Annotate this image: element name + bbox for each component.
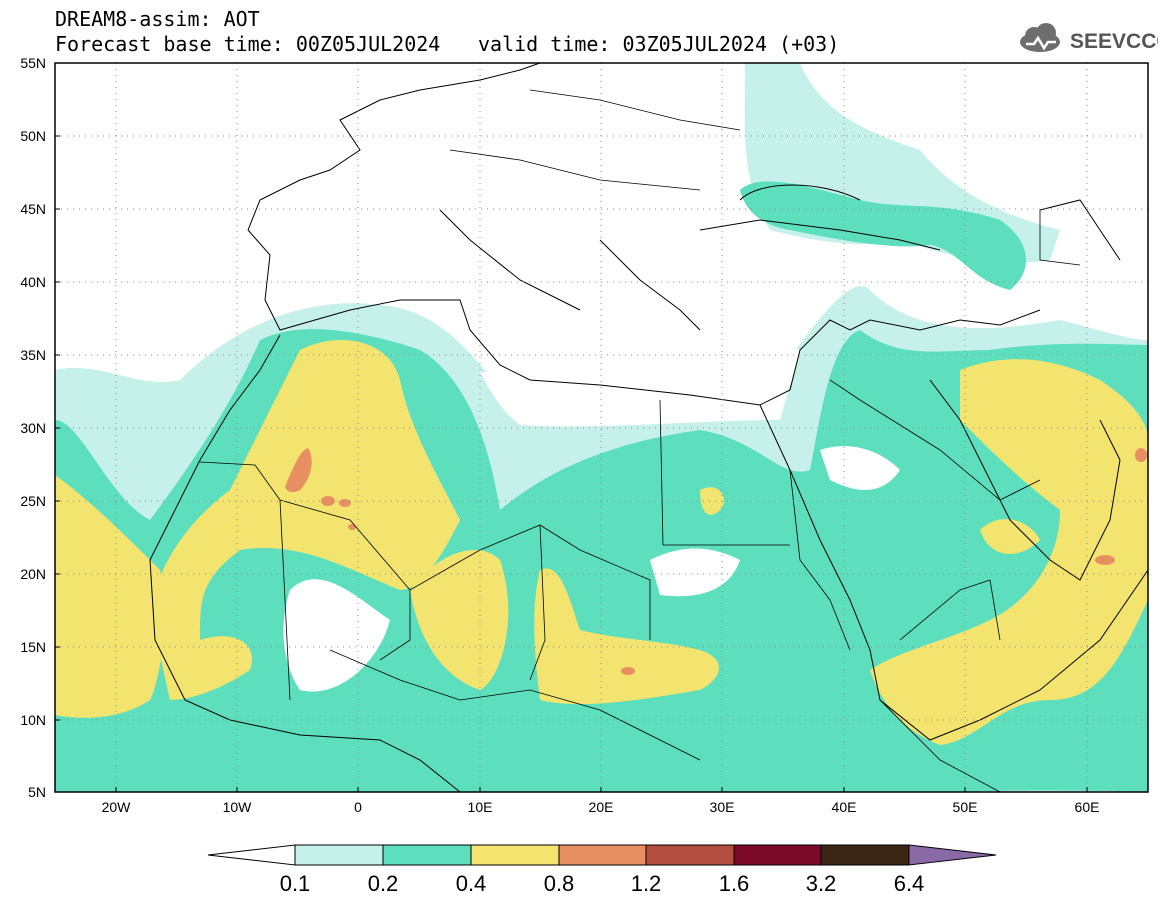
lat-label: 55N <box>20 55 46 71</box>
lon-label: 30E <box>710 799 735 815</box>
colorbar-label: 0.4 <box>456 871 487 896</box>
lon-label: 20E <box>589 799 614 815</box>
colorbar-segment <box>645 844 735 866</box>
longitude-labels: 20W 10W 0 10E 20E 30E 40E 50E 60E <box>102 799 1100 815</box>
colorbar-label: 1.2 <box>631 871 662 896</box>
aot-band-0.8 <box>285 448 1147 675</box>
lon-label: 20W <box>102 799 132 815</box>
colorbar-label: 1.6 <box>719 871 750 896</box>
lat-label: 40N <box>20 274 46 290</box>
logo-text: SEEVCCC <box>1070 30 1158 53</box>
lat-label: 5N <box>28 784 46 800</box>
lon-label: 0 <box>354 799 362 815</box>
colorbar-segment <box>820 844 910 866</box>
colorbar-label: 3.2 <box>806 871 837 896</box>
lat-label: 20N <box>20 566 46 582</box>
colorbar-label: 6.4 <box>894 871 925 896</box>
lat-label: 15N <box>20 639 46 655</box>
latitude-labels: 55N 50N 45N 40N 35N 30N 25N 20N 15N 10N … <box>20 55 46 800</box>
lat-label: 50N <box>20 128 46 144</box>
colorbar-segment <box>558 844 647 866</box>
forecast-base-time: Forecast base time: 00Z05JUL2024 <box>55 32 441 56</box>
colorbar-segment <box>294 844 384 866</box>
lon-label: 10E <box>468 799 493 815</box>
aot-fields <box>55 63 1148 792</box>
lon-label: 10W <box>223 799 253 815</box>
lat-label: 45N <box>20 201 46 217</box>
aot-below-0.1 <box>283 349 900 692</box>
colorbar-under-triangle <box>207 844 296 866</box>
colorbar-label: 0.1 <box>280 871 311 896</box>
lon-label: 60E <box>1075 799 1100 815</box>
valid-time: valid time: 03Z05JUL2024 (+03) <box>478 32 840 56</box>
borders <box>199 89 1081 792</box>
colorbar-segment <box>733 844 822 866</box>
ticks <box>55 62 1088 792</box>
colorbar-label: 0.2 <box>368 871 399 896</box>
colorbar <box>207 844 997 866</box>
coastlines <box>149 63 1148 792</box>
aot-band-0.4 <box>55 340 1148 745</box>
colorbar-segment <box>382 844 472 866</box>
gridlines <box>55 63 1148 792</box>
seevccc-logo: SEEVCCC <box>1020 23 1158 53</box>
lon-label: 50E <box>953 799 978 815</box>
lat-label: 35N <box>20 347 46 363</box>
colorbar-label: 0.8 <box>544 871 575 896</box>
lon-label: 40E <box>832 799 857 815</box>
map-title: DREAM8-assim: AOT <box>55 7 260 31</box>
colorbar-over-triangle <box>908 844 997 866</box>
lat-label: 30N <box>20 420 46 436</box>
lat-label: 10N <box>20 712 46 728</box>
colorbar-segment <box>470 844 560 866</box>
lat-label: 25N <box>20 493 46 509</box>
colorbar-labels: 0.1 0.2 0.4 0.8 1.2 1.6 3.2 6.4 <box>280 871 925 896</box>
